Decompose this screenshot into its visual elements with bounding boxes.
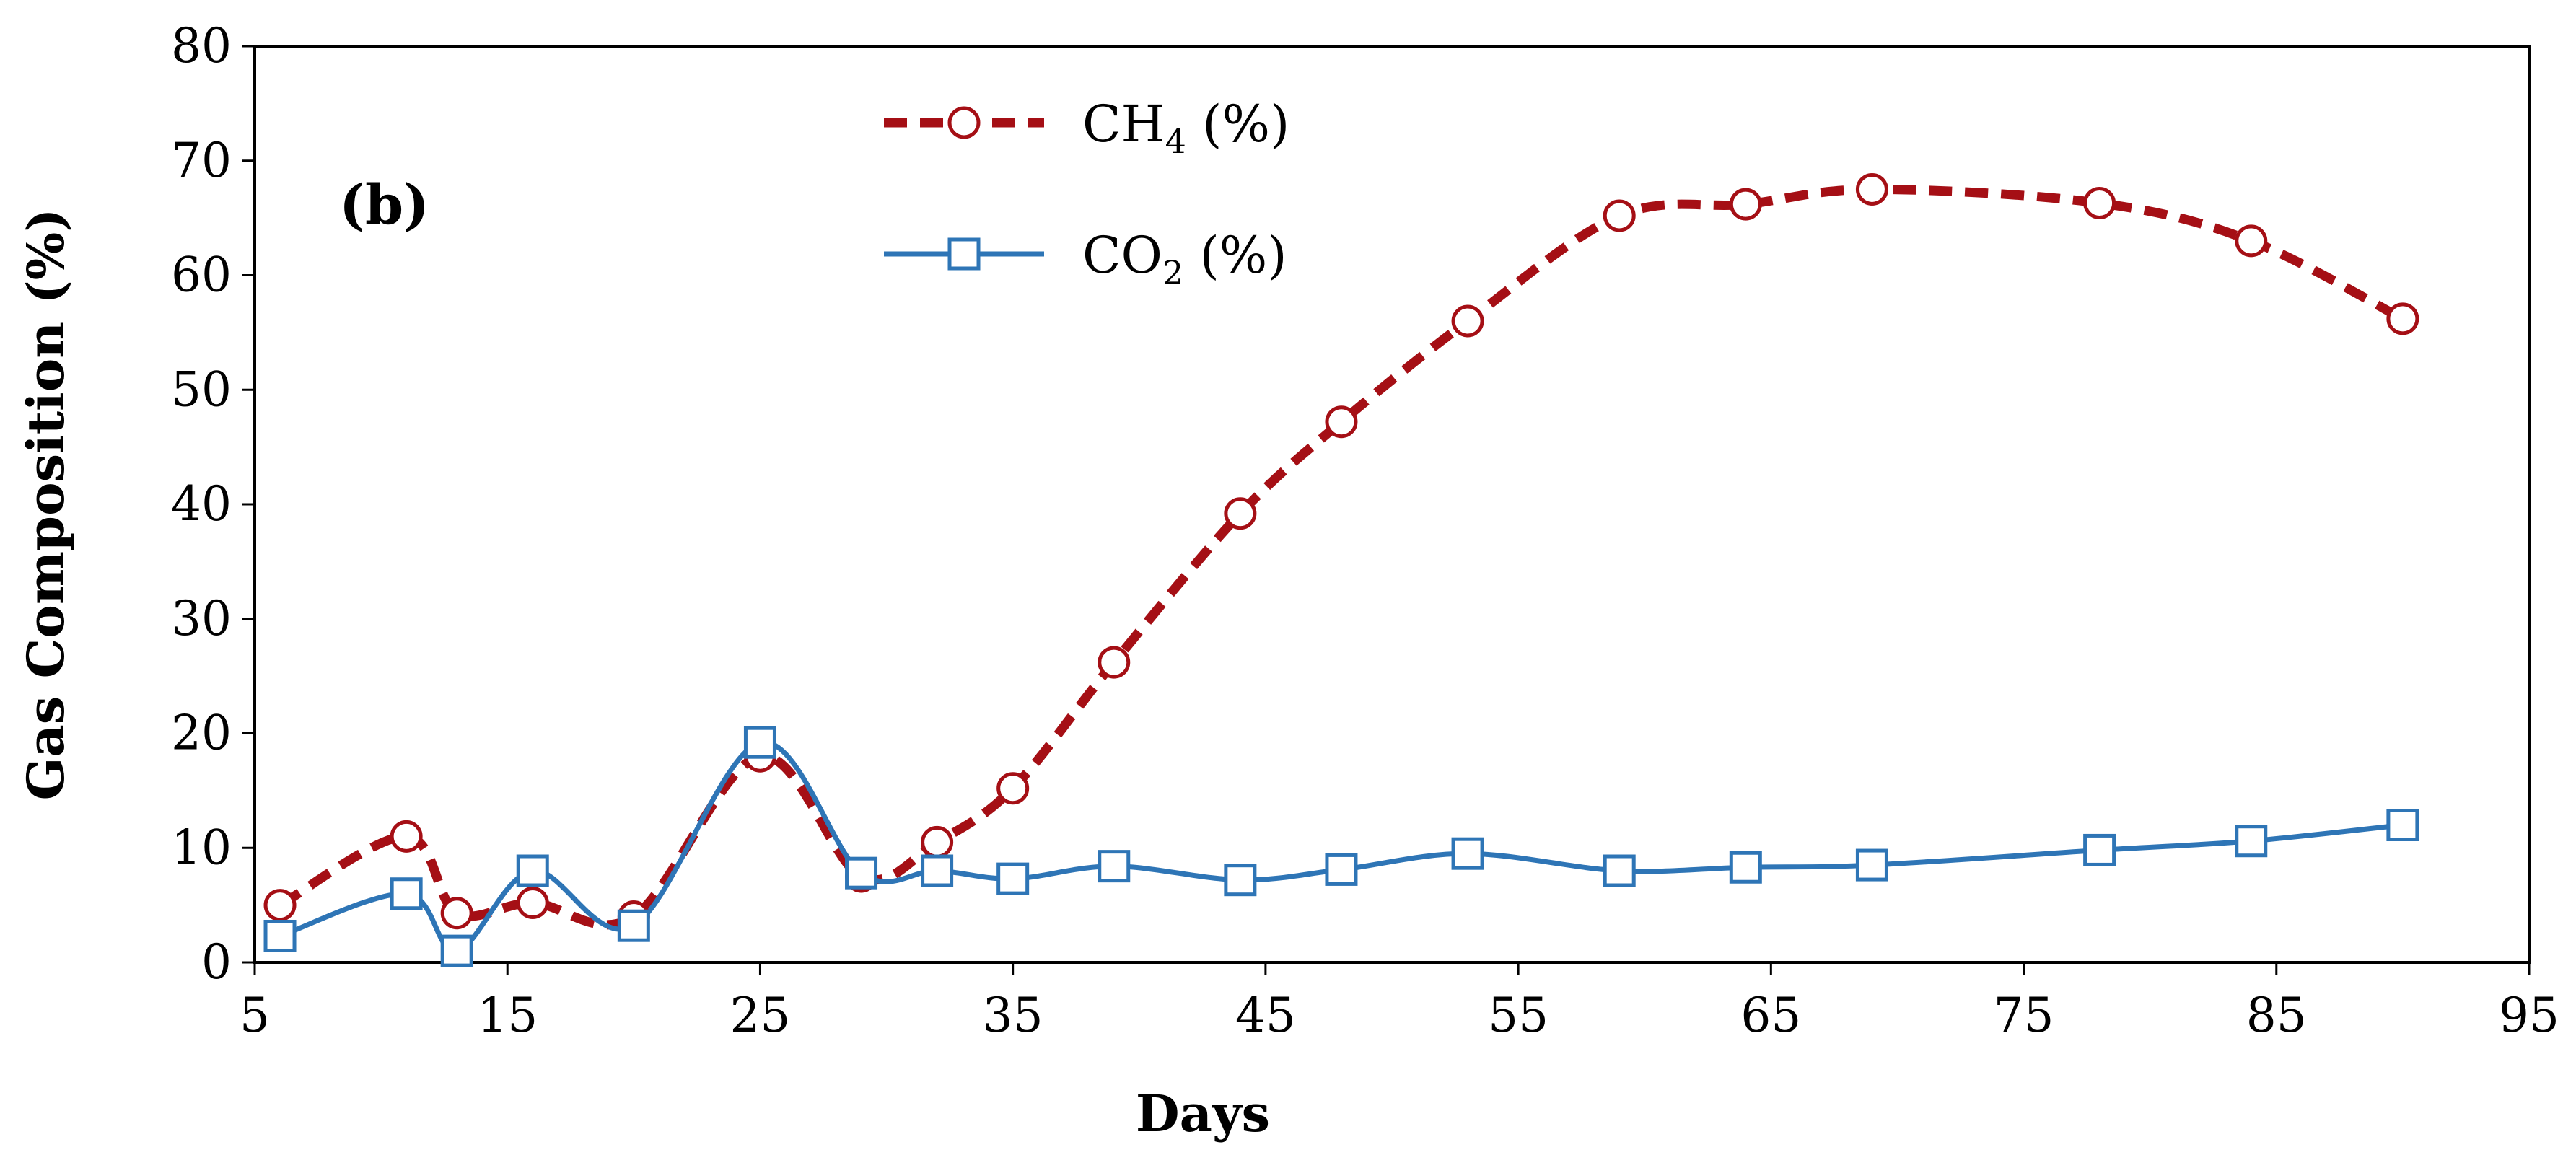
data-point-co2 xyxy=(845,856,878,890)
x-tick-label: 65 xyxy=(1740,988,1801,1043)
data-point-ch4 xyxy=(1451,304,1484,338)
data-point-co2 xyxy=(1603,854,1636,887)
data-point-co2 xyxy=(1098,850,1131,883)
plot-frame xyxy=(253,45,2531,964)
y-axis-title: Gas Composition (%) xyxy=(16,208,76,801)
x-tick-label: 15 xyxy=(477,988,538,1043)
y-tick-label: 10 xyxy=(171,820,232,875)
data-point-co2 xyxy=(390,877,423,910)
axis-ticks: 5 15 25 35 45 55 65 75 85 95 0 10 20 30 40 50 60 70 80 xyxy=(171,18,2559,1043)
legend-marker-co2 xyxy=(947,237,981,271)
y-tick-label: 0 xyxy=(201,934,232,990)
data-point-co2 xyxy=(743,726,776,759)
x-tick-label: 5 xyxy=(240,988,270,1043)
x-tick-label: 55 xyxy=(1488,988,1548,1043)
series-line-ch4 xyxy=(277,184,2405,930)
data-point-co2 xyxy=(263,919,297,952)
data-point-co2 xyxy=(2083,833,2116,866)
data-point-co2 xyxy=(617,909,650,942)
data-point-ch4 xyxy=(921,825,954,859)
data-point-ch4 xyxy=(1098,646,1131,679)
data-point-ch4 xyxy=(390,820,423,853)
data-point-ch4 xyxy=(1729,188,1762,221)
data-point-co2 xyxy=(1729,851,1762,884)
data-point-ch4 xyxy=(263,889,297,922)
x-tick-label: 85 xyxy=(2246,988,2307,1043)
legend: CH4 (%) CO2 (%) xyxy=(884,95,1289,292)
series-markers xyxy=(263,172,2419,967)
legend-item-co2: CO2 (%) xyxy=(884,226,1287,292)
panel-label: (b) xyxy=(339,172,429,237)
x-axis-title: Days xyxy=(1136,1084,1270,1143)
data-point-co2 xyxy=(1325,853,1358,886)
data-point-co2 xyxy=(1224,864,1257,897)
y-tick-label: 30 xyxy=(171,591,232,646)
data-point-co2 xyxy=(996,862,1030,895)
data-point-ch4 xyxy=(440,897,473,930)
data-point-ch4 xyxy=(1224,497,1257,530)
data-point-co2 xyxy=(2386,809,2419,841)
x-tick-label: 75 xyxy=(1994,988,2054,1043)
data-point-ch4 xyxy=(996,772,1030,805)
data-point-co2 xyxy=(440,934,473,967)
data-point-ch4 xyxy=(516,886,549,919)
y-tick-label: 40 xyxy=(171,476,232,532)
legend-item-ch4: CH4 (%) xyxy=(884,95,1289,161)
y-tick-label: 80 xyxy=(171,18,232,74)
data-point-ch4 xyxy=(2235,224,2268,258)
data-point-co2 xyxy=(516,854,549,887)
data-point-co2 xyxy=(2235,825,2268,858)
y-tick-label: 50 xyxy=(171,361,232,417)
y-tick-label: 20 xyxy=(171,706,232,761)
x-tick-label: 35 xyxy=(983,988,1043,1043)
data-point-ch4 xyxy=(1325,405,1358,439)
x-tick-label: 25 xyxy=(730,988,790,1043)
data-point-co2 xyxy=(1855,848,1888,882)
data-point-ch4 xyxy=(2083,186,2116,219)
y-tick-label: 70 xyxy=(171,133,232,188)
data-point-ch4 xyxy=(2386,302,2419,335)
data-point-ch4 xyxy=(1603,199,1636,232)
legend-marker-ch4 xyxy=(947,106,981,139)
legend-label-ch4: CH4 (%) xyxy=(1082,95,1289,161)
x-tick-label: 95 xyxy=(2499,988,2559,1043)
x-tick-label: 45 xyxy=(1235,988,1296,1043)
legend-label-co2: CO2 (%) xyxy=(1082,226,1287,292)
data-point-ch4 xyxy=(1855,172,1888,206)
y-tick-label: 60 xyxy=(171,247,232,303)
data-point-co2 xyxy=(1451,837,1484,870)
data-point-co2 xyxy=(921,854,954,887)
